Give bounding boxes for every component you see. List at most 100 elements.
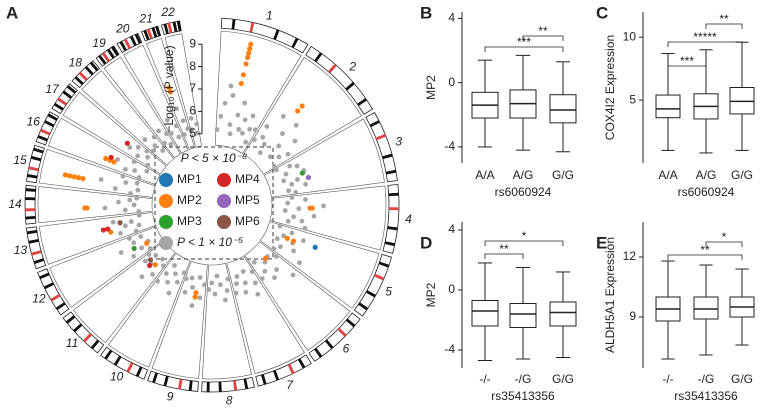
- significance-label: **: [719, 12, 729, 26]
- ideogram-band: [291, 37, 299, 49]
- ideogram-band: [261, 374, 267, 385]
- ideogram-band: [231, 19, 236, 30]
- background-point: [136, 175, 142, 180]
- background-point: [189, 303, 195, 308]
- background-point: [173, 271, 178, 277]
- legend-label: MP5: [235, 193, 260, 207]
- background-point: [252, 127, 258, 133]
- background-point: [118, 250, 124, 255]
- background-point: [285, 200, 291, 206]
- background-point: [181, 132, 187, 137]
- background-point: [273, 254, 279, 259]
- chromosome-label: 18: [69, 55, 83, 69]
- ideogram-band: [126, 362, 134, 373]
- ideogram-band: [151, 27, 158, 38]
- ideogram-band: [357, 97, 368, 106]
- background-point: [160, 256, 165, 262]
- ideogram-band: [218, 381, 222, 392]
- background-point: [243, 139, 249, 145]
- background-point: [242, 117, 248, 123]
- panel-letter: B: [420, 3, 432, 22]
- background-point: [230, 93, 236, 98]
- background-point: [131, 240, 137, 246]
- background-point: [144, 148, 150, 154]
- legend-box: [154, 146, 274, 260]
- point: [290, 238, 297, 244]
- ideogram-band: [314, 347, 323, 358]
- box: [655, 94, 681, 119]
- x-tick-label: -/-: [479, 372, 490, 386]
- chromosome-sector: [47, 117, 161, 186]
- background-point: [122, 223, 128, 229]
- point: [71, 174, 77, 180]
- point: [147, 262, 153, 269]
- ideogram-band: [83, 333, 92, 343]
- ideogram-band: [143, 29, 150, 41]
- box: [549, 94, 577, 124]
- background-point: [155, 278, 160, 284]
- ideogram-band: [57, 97, 68, 106]
- y-tick-label: 5: [189, 126, 196, 140]
- box: [509, 302, 537, 328]
- ideogram-band: [314, 52, 323, 63]
- legend-label: MP2: [177, 193, 202, 207]
- point: [263, 255, 269, 262]
- ideogram-band: [233, 380, 238, 391]
- background-point: [260, 134, 266, 140]
- chromosome-label: 4: [405, 212, 412, 226]
- point: [108, 154, 114, 160]
- ideogram-band: [135, 366, 143, 377]
- significance-bracket: [522, 35, 564, 41]
- x-tick-label: -/G: [698, 372, 715, 386]
- background-point: [233, 290, 239, 296]
- background-point: [285, 218, 291, 224]
- point: [80, 175, 86, 182]
- ideogram-band: [163, 375, 169, 387]
- legend-label: MP3: [177, 214, 202, 228]
- ideogram-band: [382, 153, 393, 160]
- significance-label: **: [499, 242, 509, 256]
- ideogram-band: [206, 381, 210, 392]
- background-point: [136, 222, 142, 228]
- background-point: [217, 282, 223, 288]
- background-point: [272, 163, 277, 169]
- ideogram-band: [44, 120, 55, 128]
- background-point: [166, 290, 172, 296]
- background-point: [102, 205, 108, 211]
- chromosome-sector: [103, 56, 181, 159]
- ideogram-band: [104, 349, 113, 360]
- background-point: [134, 195, 140, 201]
- background-point: [287, 163, 293, 169]
- background-point: [189, 275, 195, 281]
- background-point: [194, 121, 200, 127]
- significance-label: **: [700, 243, 710, 257]
- background-point: [188, 115, 194, 121]
- chromosome-label: 22: [161, 5, 176, 19]
- background-point: [174, 279, 180, 285]
- background-point: [135, 187, 141, 193]
- background-point: [271, 246, 277, 252]
- background-point: [194, 130, 199, 136]
- background-point: [127, 145, 133, 150]
- point: [100, 227, 106, 233]
- background-point: [240, 269, 246, 274]
- background-point: [128, 219, 134, 225]
- background-point: [293, 190, 299, 195]
- y-tick-label: 5: [629, 92, 636, 106]
- background-point: [262, 268, 268, 274]
- background-point: [214, 273, 220, 279]
- background-point: [303, 181, 308, 187]
- background-point: [272, 275, 277, 281]
- chromosome-sector: [72, 240, 176, 344]
- ideogram-band: [297, 358, 306, 369]
- ideogram-band: [373, 273, 385, 281]
- ideogram-band: [28, 166, 39, 172]
- background-point: [132, 168, 138, 173]
- background-point: [218, 113, 224, 119]
- background-point: [303, 197, 308, 202]
- ideogram-band: [172, 21, 178, 32]
- background-point: [295, 177, 300, 182]
- ideogram-band: [369, 120, 380, 128]
- ideogram-band: [129, 35, 137, 46]
- y-tick-label: 6: [189, 104, 196, 118]
